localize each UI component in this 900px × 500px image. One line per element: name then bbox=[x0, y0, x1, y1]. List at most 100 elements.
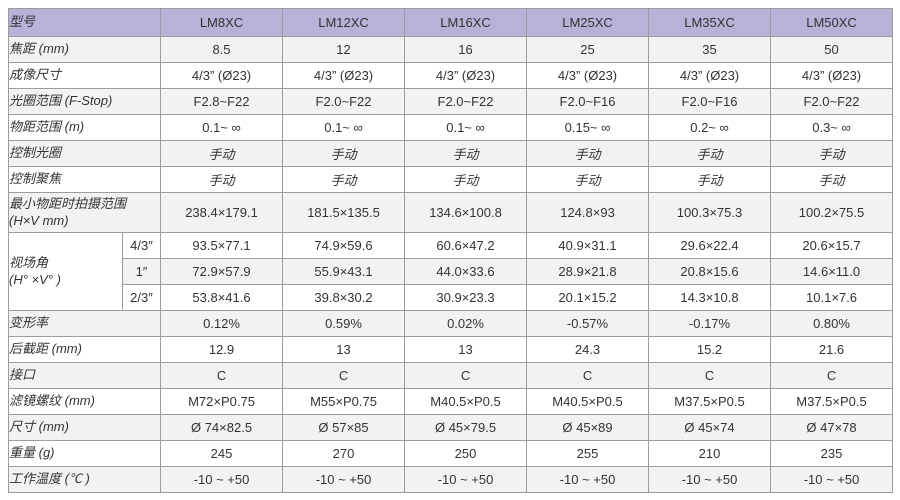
cell-back-focal-distance-lm16xc: 13 bbox=[404, 336, 528, 363]
cell-fov-2-3-lm8xc: 53.8×41.6 bbox=[160, 284, 284, 311]
cell-fov-1-lm12xc: 55.9×43.1 bbox=[282, 258, 406, 285]
cell-dimensions-lm50xc: Ø 47×78 bbox=[770, 414, 894, 441]
cell-fov-1-lm25xc: 28.9×21.8 bbox=[526, 258, 650, 285]
cell-operating-temperature-lm12xc: -10 ~ +50 bbox=[282, 466, 406, 493]
cell-back-focal-distance-lm35xc: 15.2 bbox=[648, 336, 772, 363]
cell-min-object-shooting-range-lm16xc: 134.6×100.8 bbox=[404, 192, 528, 233]
cell-min-object-shooting-range-lm8xc: 238.4×179.1 bbox=[160, 192, 284, 233]
cell-iris-control-lm25xc: 手动 bbox=[526, 140, 650, 167]
cell-operating-temperature-lm16xc: -10 ~ +50 bbox=[404, 466, 528, 493]
cell-object-distance-range-lm35xc: 0.2~ ∞ bbox=[648, 114, 772, 141]
cell-mount-lm16xc: C bbox=[404, 362, 528, 389]
cell-filter-thread-lm50xc: M37.5×P0.5 bbox=[770, 388, 894, 415]
cell-weight-lm35xc: 210 bbox=[648, 440, 772, 467]
cell-focus-control-lm8xc: 手动 bbox=[160, 166, 284, 193]
table-row-focal-length: 焦距 (mm) 8.5 12 16 25 35 50 bbox=[7, 36, 894, 63]
cell-operating-temperature-lm25xc: -10 ~ +50 bbox=[526, 466, 650, 493]
cell-fov-2-3-lm16xc: 30.9×23.3 bbox=[404, 284, 528, 311]
spec-table-body: 焦距 (mm) 8.5 12 16 25 35 50 成像尺寸 4/3” (Ø23) 4/3” (… bbox=[7, 36, 894, 493]
table-row-focus-control: 控制聚焦 手动 手动 手动 手动 手动 手动 bbox=[7, 166, 894, 193]
cell-weight-lm25xc: 255 bbox=[526, 440, 650, 467]
cell-distortion-lm16xc: 0.02% bbox=[404, 310, 528, 337]
table-row-min-object-shooting-range: 最小物距时拍摄范围 (H×V mm) 238.4×179.1 181.5×135.5 1… bbox=[7, 192, 894, 233]
cell-focal-length-lm50xc: 50 bbox=[770, 36, 894, 63]
row-label-image-size: 成像尺寸 bbox=[7, 62, 162, 89]
cell-focal-length-lm12xc: 12 bbox=[282, 36, 406, 63]
cell-dimensions-lm25xc: Ø 45×89 bbox=[526, 414, 650, 441]
cell-distortion-lm35xc: -0.17% bbox=[648, 310, 772, 337]
cell-distortion-lm8xc: 0.12% bbox=[160, 310, 284, 337]
table-row-filter-thread: 滤镜螺纹 (mm) M72×P0.75 M55×P0.75 M40.5×P0.5 M40… bbox=[7, 388, 894, 415]
cell-fov-4-3-lm25xc: 40.9×31.1 bbox=[526, 232, 650, 259]
cell-operating-temperature-lm8xc: -10 ~ +50 bbox=[160, 466, 284, 493]
cell-focal-length-lm16xc: 16 bbox=[404, 36, 528, 63]
cell-focus-control-lm35xc: 手动 bbox=[648, 166, 772, 193]
cell-fov-2-3-lm12xc: 39.8×30.2 bbox=[282, 284, 406, 311]
row-label-distortion: 变形率 bbox=[7, 310, 162, 337]
row-label-field-of-view: 视场角 (H° ×V° ) bbox=[8, 232, 123, 311]
cell-focus-control-lm50xc: 手动 bbox=[770, 166, 894, 193]
cell-f-stop-range-lm35xc: F2.0~F16 bbox=[648, 88, 772, 115]
cell-fov-1-lm35xc: 20.8×15.6 bbox=[648, 258, 772, 285]
cell-f-stop-range-lm50xc: F2.0~F22 bbox=[770, 88, 894, 115]
lens-spec-table: 型号 LM8XC LM12XC LM16XC LM25XC LM35XC LM50XC 焦… bbox=[7, 8, 894, 493]
cell-filter-thread-lm16xc: M40.5×P0.5 bbox=[404, 388, 528, 415]
cell-fov-2-3-lm25xc: 20.1×15.2 bbox=[526, 284, 650, 311]
cell-image-size-lm12xc: 4/3” (Ø23) bbox=[282, 62, 406, 89]
cell-operating-temperature-lm50xc: -10 ~ +50 bbox=[770, 466, 894, 493]
cell-object-distance-range-lm8xc: 0.1~ ∞ bbox=[160, 114, 284, 141]
cell-distortion-lm25xc: -0.57% bbox=[526, 310, 650, 337]
table-row-distortion: 变形率 0.12% 0.59% 0.02% -0.57% -0.17% 0.80% bbox=[7, 310, 894, 337]
cell-iris-control-lm8xc: 手动 bbox=[160, 140, 284, 167]
cell-iris-control-lm16xc: 手动 bbox=[404, 140, 528, 167]
cell-image-size-lm16xc: 4/3” (Ø23) bbox=[404, 62, 528, 89]
cell-min-object-shooting-range-lm35xc: 100.3×75.3 bbox=[648, 192, 772, 233]
sensor-size-sublabel-fov-2-3: 2/3″ bbox=[121, 284, 162, 311]
table-row-back-focal-distance: 后截距 (mm) 12.9 13 13 24.3 15.2 21.6 bbox=[7, 336, 894, 363]
row-label-weight: 重量 (g) bbox=[7, 440, 162, 467]
cell-focus-control-lm25xc: 手动 bbox=[526, 166, 650, 193]
table-row-weight: 重量 (g) 245 270 250 255 210 235 bbox=[7, 440, 894, 467]
cell-focal-length-lm8xc: 8.5 bbox=[160, 36, 284, 63]
cell-object-distance-range-lm12xc: 0.1~ ∞ bbox=[282, 114, 406, 141]
cell-min-object-shooting-range-lm50xc: 100.2×75.5 bbox=[770, 192, 894, 233]
cell-dimensions-lm35xc: Ø 45×74 bbox=[648, 414, 772, 441]
cell-f-stop-range-lm16xc: F2.0~F22 bbox=[404, 88, 528, 115]
table-header-row: 型号 LM8XC LM12XC LM16XC LM25XC LM35XC LM50XC bbox=[7, 8, 894, 37]
model-header-lm12xc: LM12XC bbox=[282, 8, 406, 37]
cell-object-distance-range-lm50xc: 0.3~ ∞ bbox=[770, 114, 894, 141]
cell-focus-control-lm16xc: 手动 bbox=[404, 166, 528, 193]
cell-min-object-shooting-range-lm25xc: 124.8×93 bbox=[526, 192, 650, 233]
cell-distortion-lm12xc: 0.59% bbox=[282, 310, 406, 337]
cell-iris-control-lm12xc: 手动 bbox=[282, 140, 406, 167]
cell-mount-lm50xc: C bbox=[770, 362, 894, 389]
cell-dimensions-lm8xc: Ø 74×82.5 bbox=[160, 414, 284, 441]
cell-mount-lm35xc: C bbox=[648, 362, 772, 389]
cell-object-distance-range-lm25xc: 0.15~ ∞ bbox=[526, 114, 650, 141]
cell-focal-length-lm25xc: 25 bbox=[526, 36, 650, 63]
cell-image-size-lm25xc: 4/3” (Ø23) bbox=[526, 62, 650, 89]
row-label-dimensions: 尺寸 (mm) bbox=[7, 414, 162, 441]
model-header-lm25xc: LM25XC bbox=[526, 8, 650, 37]
cell-fov-1-lm16xc: 44.0×33.6 bbox=[404, 258, 528, 285]
model-header-lm8xc: LM8XC bbox=[160, 8, 284, 37]
row-label-focus-control: 控制聚焦 bbox=[7, 166, 162, 193]
cell-filter-thread-lm35xc: M37.5×P0.5 bbox=[648, 388, 772, 415]
cell-dimensions-lm16xc: Ø 45×79.5 bbox=[404, 414, 528, 441]
table-row-iris-control: 控制光圈 手动 手动 手动 手动 手动 手动 bbox=[7, 140, 894, 167]
cell-weight-lm8xc: 245 bbox=[160, 440, 284, 467]
cell-min-object-shooting-range-lm12xc: 181.5×135.5 bbox=[282, 192, 406, 233]
cell-mount-lm25xc: C bbox=[526, 362, 650, 389]
cell-back-focal-distance-lm25xc: 24.3 bbox=[526, 336, 650, 363]
cell-object-distance-range-lm16xc: 0.1~ ∞ bbox=[404, 114, 528, 141]
cell-fov-1-lm8xc: 72.9×57.9 bbox=[160, 258, 284, 285]
table-row-f-stop-range: 光圈范围 (F-Stop) F2.8~F22 F2.0~F22 F2.0~F22 F2.… bbox=[7, 88, 894, 115]
cell-back-focal-distance-lm50xc: 21.6 bbox=[770, 336, 894, 363]
corner-header-model: 型号 bbox=[7, 8, 162, 37]
model-header-lm50xc: LM50XC bbox=[770, 8, 894, 37]
cell-fov-4-3-lm50xc: 20.6×15.7 bbox=[770, 232, 894, 259]
cell-filter-thread-lm25xc: M40.5×P0.5 bbox=[526, 388, 650, 415]
table-row-dimensions: 尺寸 (mm) Ø 74×82.5 Ø 57×85 Ø 45×79.5 Ø 45×89 Ø… bbox=[7, 414, 894, 441]
cell-iris-control-lm50xc: 手动 bbox=[770, 140, 894, 167]
